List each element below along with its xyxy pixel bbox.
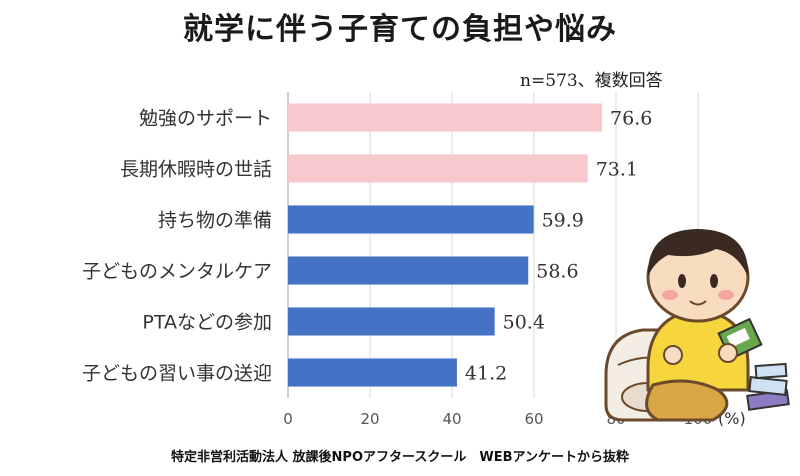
category-label: 子どもの習い事の送迎: [82, 363, 272, 385]
category-label: 勉強のサポート: [139, 108, 272, 130]
value-label: 76.6: [610, 108, 652, 130]
bar-chart: 020406080100(%)勉強のサポート76.6長期休暇時の世話73.1持ち…: [82, 92, 746, 428]
value-label: 41.2: [465, 363, 507, 385]
bar: [288, 307, 495, 336]
bar: [288, 256, 529, 285]
category-label: 子どものメンタルケア: [82, 261, 272, 283]
category-label: 持ち物の準備: [158, 210, 272, 232]
category-label: PTAなどの参加: [142, 312, 272, 334]
bar: [288, 154, 588, 183]
sample-note: n=573、複数回答: [520, 71, 663, 91]
x-tick-label: 20: [360, 410, 379, 428]
chart-title: 就学に伴う子育ての負担や悩み: [183, 12, 617, 47]
bar: [288, 358, 457, 387]
x-tick-label: 0: [283, 410, 293, 428]
x-tick-label: 40: [442, 410, 461, 428]
x-tick-label: 60: [524, 410, 543, 428]
value-label: 50.4: [503, 312, 545, 334]
bar: [288, 205, 534, 234]
value-label: 59.9: [542, 210, 584, 232]
category-label: 長期休暇時の世話: [120, 159, 272, 181]
child-packing-bag-illustration: [604, 229, 790, 422]
value-label: 58.6: [536, 261, 578, 283]
bar: [288, 103, 603, 132]
value-label: 73.1: [596, 159, 638, 181]
source-note: 特定非営利活動法人 放課後NPOアフタースクール WEBアンケートから抜粋: [171, 450, 629, 465]
x-unit-label: (%): [718, 409, 746, 428]
